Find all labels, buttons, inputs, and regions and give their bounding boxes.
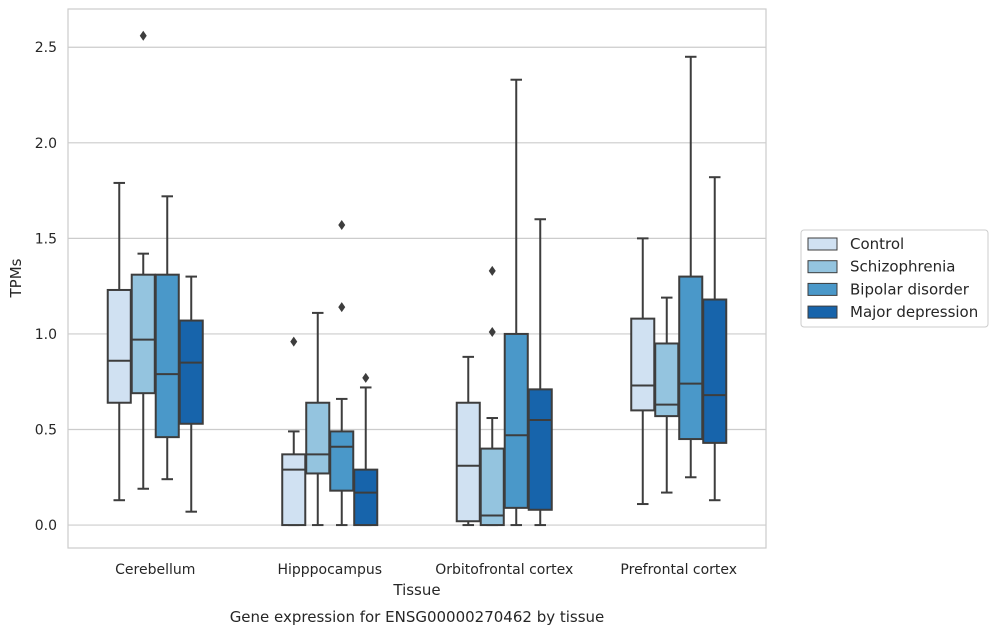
box	[630, 317, 656, 412]
box-group	[106, 181, 132, 502]
box	[455, 401, 481, 523]
x-tick-label: Orbitofrontal cortex	[435, 562, 573, 578]
box	[527, 388, 553, 511]
chart-caption: Gene expression for ENSG00000270462 by t…	[230, 608, 605, 626]
outlier-point	[362, 372, 370, 383]
legend-swatch	[807, 237, 838, 251]
outlier-point	[338, 302, 346, 313]
box-group	[455, 355, 481, 527]
x-tick-label: Cerebellum	[115, 562, 195, 578]
outlier-point	[338, 219, 346, 230]
box	[281, 453, 307, 527]
outlier-point	[139, 30, 147, 41]
box	[678, 275, 704, 441]
box	[154, 273, 180, 439]
box-group	[154, 195, 180, 481]
boxes	[106, 30, 728, 527]
box-group	[702, 176, 728, 502]
legend-swatch	[807, 260, 838, 274]
outlier-point	[488, 265, 496, 276]
y-tick-labels: 0.0 0.5 1.0 1.5 2.0 2.5	[35, 40, 57, 534]
legend-label: Control	[850, 235, 904, 253]
legend-label: Bipolar disorder	[850, 280, 970, 298]
legend-swatch	[807, 305, 838, 319]
box-group	[654, 296, 680, 494]
y-tick-label: 2.5	[35, 40, 57, 56]
y-axis-title: TPMs	[7, 258, 25, 298]
box	[702, 298, 728, 444]
box-group	[329, 219, 355, 527]
legend-frame	[800, 229, 989, 328]
box-group	[130, 30, 156, 490]
outlier-point	[488, 327, 496, 338]
box	[305, 401, 331, 475]
x-axis-title: Tissue	[392, 581, 440, 599]
y-tick-label: 1.0	[35, 327, 57, 343]
legend-label: Major depression	[850, 303, 978, 321]
box	[106, 288, 132, 404]
box-group	[305, 311, 331, 527]
y-tick-label: 0.0	[35, 518, 57, 534]
y-tick-label: 0.5	[35, 422, 57, 438]
box-group	[353, 372, 379, 527]
box	[329, 430, 355, 492]
y-tick-label: 2.0	[35, 136, 57, 152]
box-group	[527, 218, 553, 527]
box-group	[678, 55, 704, 479]
box	[178, 319, 204, 425]
box-group	[178, 275, 204, 513]
box	[479, 447, 505, 527]
box-group	[503, 78, 529, 527]
plot-frame	[67, 8, 767, 549]
outlier-point	[290, 336, 298, 347]
y-tick-label: 1.5	[35, 231, 57, 247]
legend-label: Schizophrenia	[850, 258, 955, 276]
box-group	[479, 265, 505, 527]
box	[130, 273, 156, 395]
legend: Control Schizophrenia Bipolar disorder Majo…	[800, 229, 989, 328]
box-group	[630, 237, 656, 506]
box	[353, 468, 379, 527]
x-tick-labels: Cerebellum Hipppocampus Orbitofrontal cort…	[115, 562, 737, 578]
box	[503, 332, 529, 509]
x-tick-label: Hipppocampus	[277, 562, 382, 578]
box-group	[281, 336, 307, 527]
legend-swatch	[807, 282, 838, 296]
x-tick-label: Prefrontal cortex	[620, 562, 737, 578]
